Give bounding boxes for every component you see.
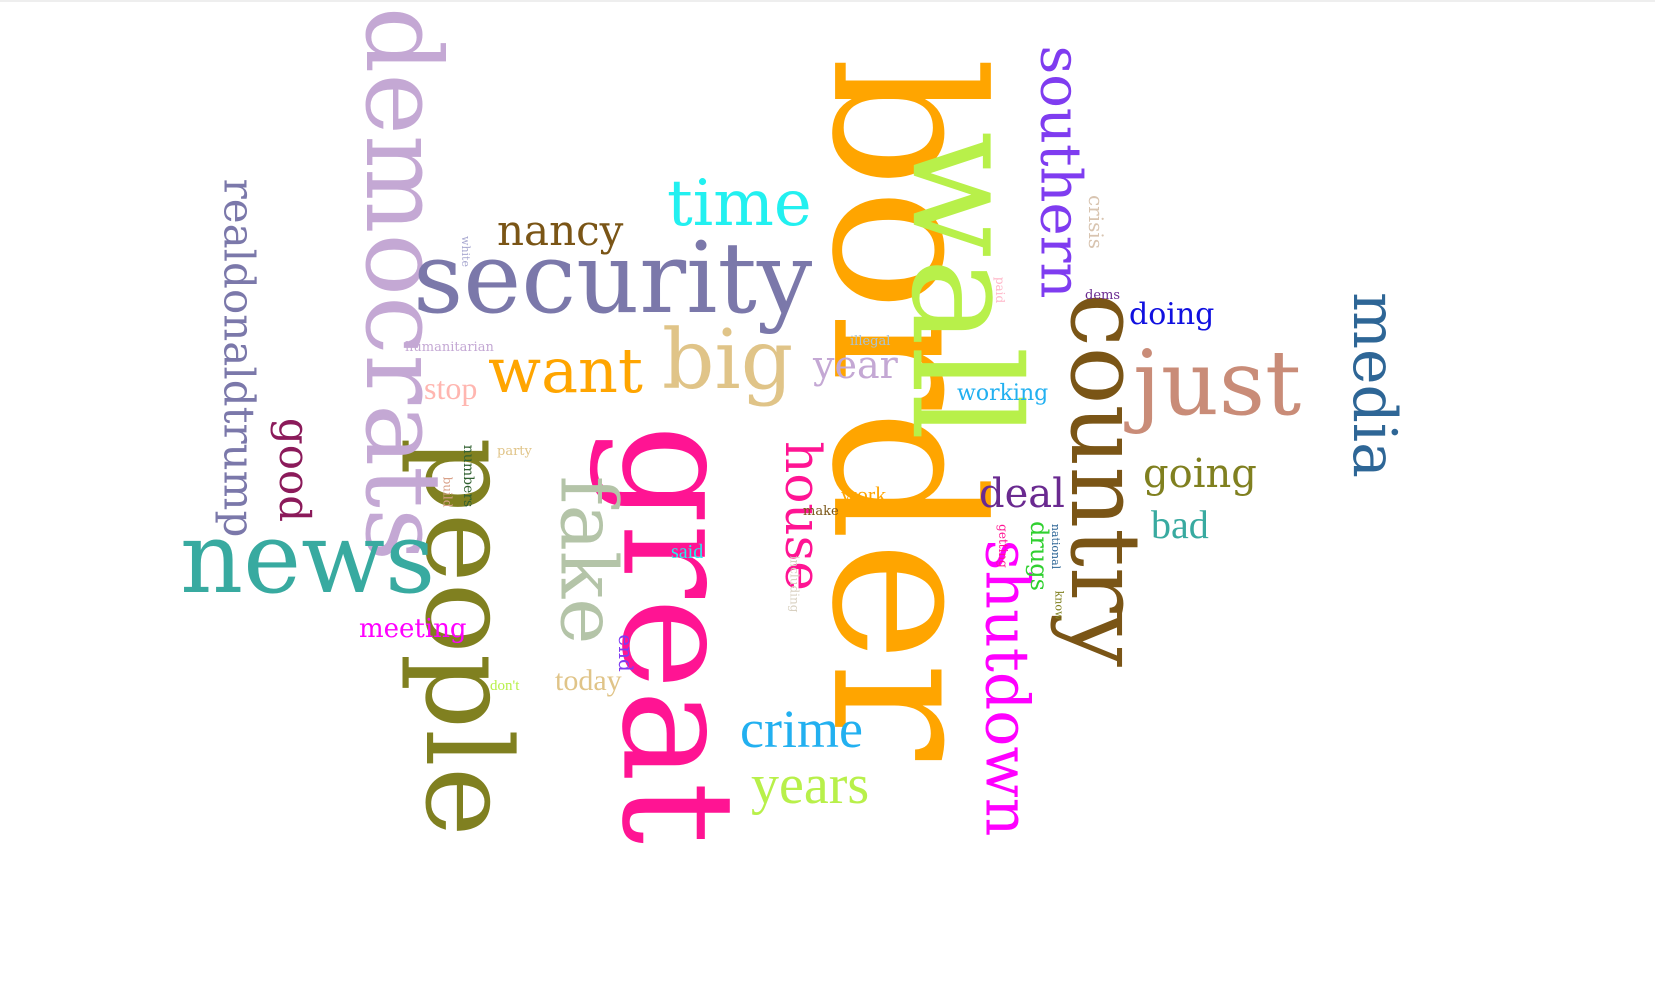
word-dont: don't [490, 678, 520, 694]
word-illegal: illegal [850, 334, 891, 349]
word-including: including [787, 555, 802, 613]
word-year: year [813, 343, 898, 387]
word-numbers: numbers [460, 444, 477, 508]
word-today: today [555, 664, 622, 697]
word-want: want [488, 334, 643, 407]
word-crisis: crisis [1084, 194, 1109, 250]
word-nancy: nancy [497, 206, 624, 255]
word-doing: doing [1129, 297, 1215, 332]
word-fake: fake [542, 475, 633, 645]
word-said: said [671, 541, 704, 563]
word-realdonaldtrump: realdonaldtrump [214, 178, 264, 538]
word-getting: getting [995, 524, 1010, 568]
word-party: party [497, 444, 532, 459]
word-just: just [1133, 331, 1302, 436]
word-make: make [803, 504, 839, 519]
word-stop: stop [424, 370, 478, 406]
word-paid: paid [993, 276, 1008, 304]
word-deal: deal [979, 471, 1065, 517]
word-meeting: meeting [359, 614, 467, 644]
word-security: security [413, 222, 813, 336]
word-working: working [957, 381, 1049, 406]
word-media: media [1338, 292, 1409, 478]
word-going: going [1143, 451, 1257, 497]
word-crime: crime [740, 699, 863, 759]
word-work: work [841, 482, 887, 507]
word-drugs: drugs [1024, 521, 1053, 591]
word-know: know [1052, 590, 1066, 621]
word-big: big [662, 313, 794, 408]
word-humanitarian: humanitarian [405, 340, 494, 355]
word-time: time [667, 167, 812, 241]
word-bad: bad [1151, 502, 1209, 547]
word-national: national [1049, 523, 1063, 570]
word-build: build [440, 476, 455, 508]
word-southern: southern [1027, 45, 1093, 299]
word-years: years [751, 754, 870, 816]
word-dems: dems [1085, 288, 1121, 303]
word-news: news [180, 502, 436, 616]
